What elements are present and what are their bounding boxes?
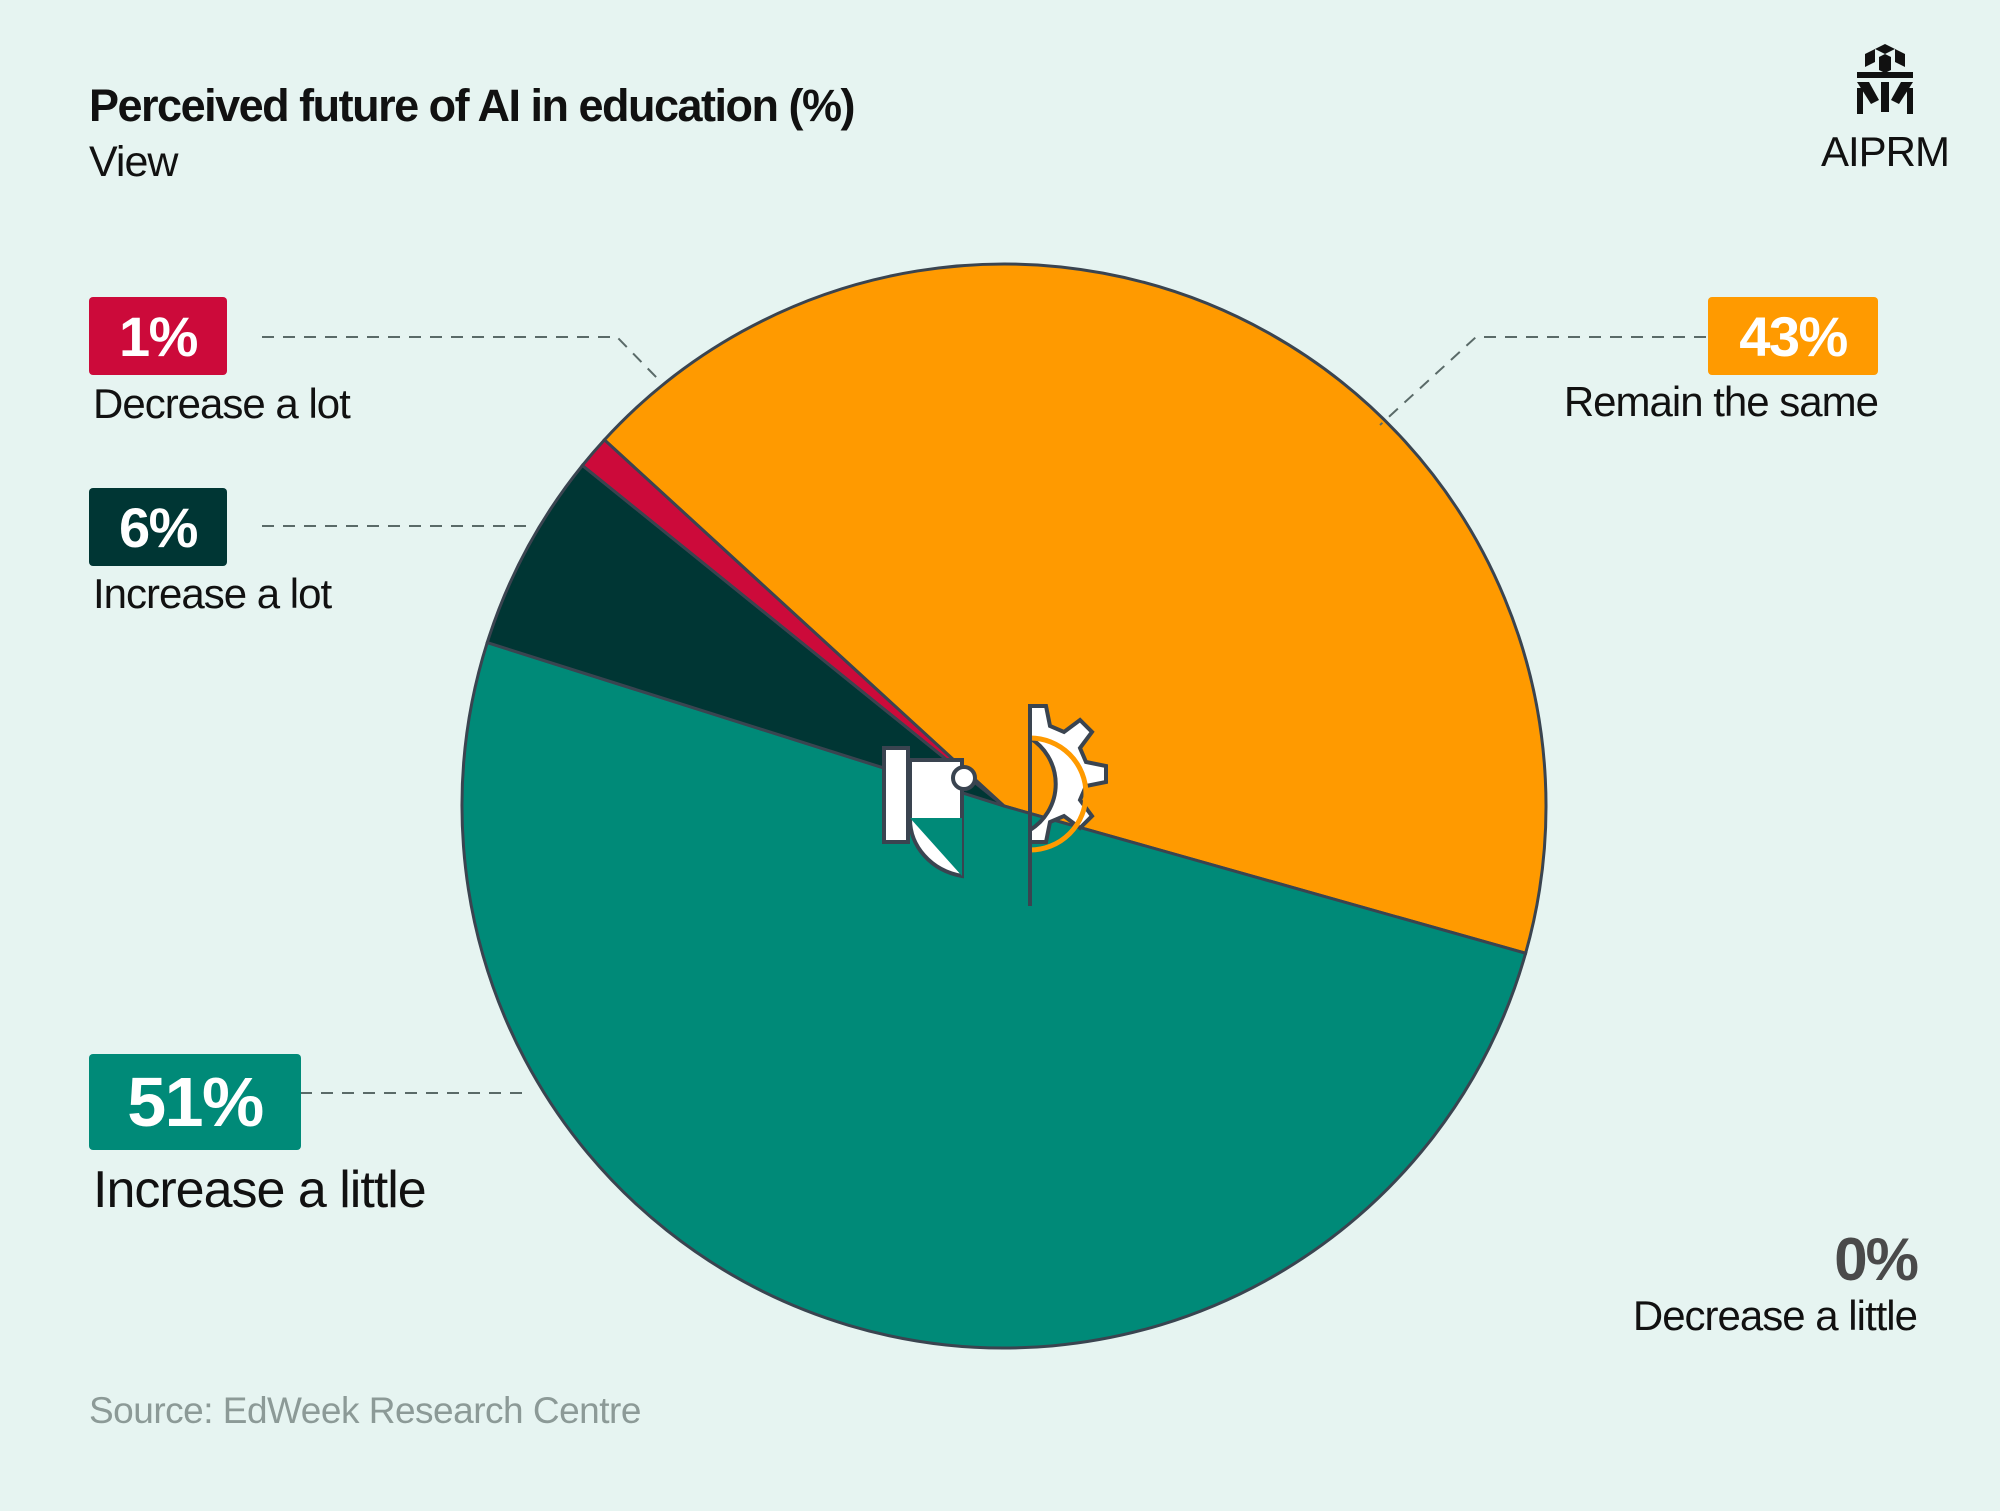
chart-title: Perceived future of AI in education (%) (89, 80, 855, 131)
slice-label-decrease-a-lot: Decrease a lot (93, 380, 351, 427)
pie-slice-increase-a-lot (485, 463, 1005, 808)
leader-line-decrease-a-lot (262, 336, 658, 379)
robot-teacher-icon (882, 704, 1108, 906)
slice-label-decrease-a-little: Decrease a little (1632, 1292, 1918, 1339)
value-badge-increase-a-lot: 6% (89, 488, 227, 566)
brand-logo: AIPRM (1800, 40, 1970, 180)
slice-label-remain-the-same: Remain the same (1563, 378, 1879, 425)
pie-slice-decrease-a-lot (580, 437, 1006, 808)
brand-name: AIPRM (1820, 128, 1950, 175)
leader-line-remain-the-same (1379, 336, 1706, 426)
value-label-decrease-a-little: 0% (1834, 1226, 1919, 1293)
value-badge-remain-the-same: 43% (1708, 297, 1878, 375)
pie-slice-remain-the-same (602, 262, 1548, 956)
aiprm-logo-icon (1857, 44, 1913, 114)
pie-slice-increase-a-little (460, 640, 1528, 1350)
value-badge-decrease-a-lot: 1% (89, 297, 227, 375)
source-note: Source: EdWeek Research Centre (89, 1390, 641, 1431)
value-badge-increase-a-little: 51% (89, 1054, 301, 1150)
chart-subtitle: View (89, 138, 178, 186)
slice-label-increase-a-lot: Increase a lot (93, 570, 332, 617)
slice-label-increase-a-little: Increase a little (93, 1161, 427, 1219)
